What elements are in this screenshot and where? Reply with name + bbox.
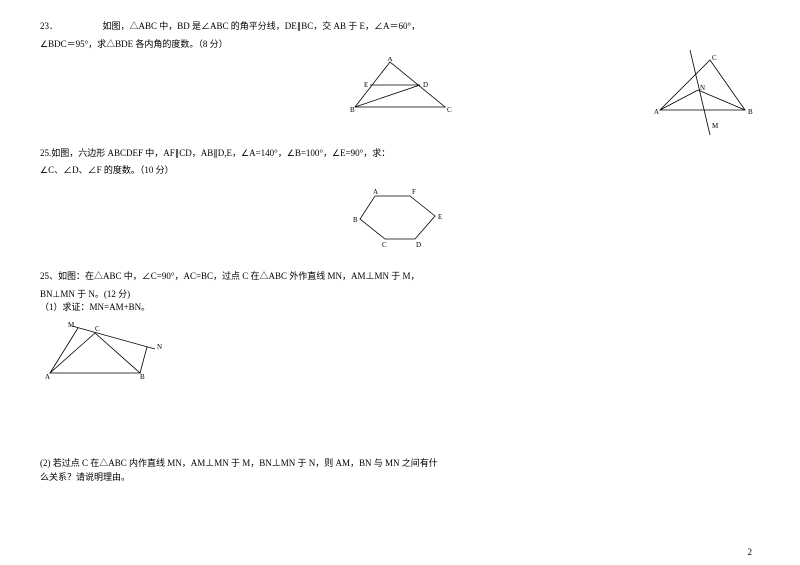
- hexagon-icon: A B C D E F: [340, 184, 460, 254]
- label-hb: B: [353, 216, 358, 224]
- problem-25a-text: 25.如图，六边形 ABCDEF 中，AF∥CD，AB∥D,E，∠A=140°，…: [40, 147, 760, 161]
- label-pa: A: [45, 373, 50, 381]
- page-number: 2: [748, 547, 753, 557]
- problem-23-line1: 如图，△ABC 中，BD 是∠ABC 的角平分线，DE∥BC，交 AB 于 E，…: [103, 21, 421, 31]
- label-e: E: [364, 81, 368, 89]
- spacing-gap: [40, 397, 760, 457]
- label-ha: A: [373, 188, 378, 196]
- triangle-mn-icon: A B C M N: [650, 50, 760, 140]
- problem-25a-figure: A B C D E F: [40, 184, 760, 259]
- problem-23-right-figure: A B C M N: [650, 50, 760, 145]
- problem-25a-line1: 如图，六边形 ABCDEF 中，AF∥CD，AB∥D,E，∠A=140°，∠B=…: [51, 148, 390, 158]
- problem-23-number: 23．: [40, 21, 58, 31]
- problem-25a: 25.如图，六边形 ABCDEF 中，AF∥CD，AB∥D,E，∠A=140°，…: [40, 147, 760, 259]
- problem-23-text: 23． 如图，△ABC 中，BD 是∠ABC 的角平分线，DE∥BC，交 AB …: [40, 20, 760, 34]
- label-c: C: [447, 106, 452, 114]
- label-hd: D: [416, 241, 421, 249]
- triangle-abc-icon: A B C D E: [340, 57, 460, 117]
- problem-25b: 25、如图：在△ABC 中，∠C=90°，AC=BC，过点 C 在△ABC 外作…: [40, 270, 760, 385]
- label-hc: C: [382, 241, 387, 249]
- label-m2: M: [712, 122, 719, 130]
- problem-25b-line3: （1）求证：MN=AM+BN。: [40, 301, 760, 315]
- problem-25b-line2: BN⊥MN 于 N。(12 分): [40, 288, 760, 302]
- problem-25b-part2: (2) 若过点 C 在△ABC 内作直线 MN，AM⊥MN 于 M，BN⊥MN …: [40, 457, 760, 484]
- problem-25b-text: 25、如图：在△ABC 中，∠C=90°，AC=BC，过点 C 在△ABC 外作…: [40, 270, 760, 284]
- label-b: B: [350, 106, 355, 114]
- label-pc: C: [95, 325, 100, 333]
- problem-25b2-line2: 么关系？请说明理由。: [40, 471, 760, 485]
- problem-25b-line1: 如图：在△ABC 中，∠C=90°，AC=BC，过点 C 在△ABC 外作直线 …: [58, 271, 420, 281]
- label-b2: B: [748, 108, 753, 116]
- problem-23-line2: ∠BDC＝95°，求△BDE 各内角的度数。（8 分）: [40, 38, 760, 52]
- document-page: 23． 如图，△ABC 中，BD 是∠ABC 的角平分线，DE∥BC，交 AB …: [0, 0, 800, 506]
- label-he: E: [438, 213, 442, 221]
- label-pm: M: [68, 321, 75, 329]
- label-d: D: [423, 81, 428, 89]
- problem-25a-line2: ∠C、∠D、∠F 的度数。（10 分）: [40, 164, 760, 178]
- triangle-proof-icon: A B C M N: [40, 321, 170, 381]
- label-n2: N: [700, 84, 705, 92]
- label-c2: C: [712, 54, 717, 62]
- problem-25b-number: 25、: [40, 271, 58, 281]
- label-a: A: [387, 57, 392, 63]
- label-a2: A: [654, 108, 659, 116]
- problem-25b2-line1: (2) 若过点 C 在△ABC 内作直线 MN，AM⊥MN 于 M，BN⊥MN …: [40, 457, 760, 471]
- problem-25a-number: 25.: [40, 148, 51, 158]
- problem-25b-figure: A B C M N: [40, 321, 760, 386]
- label-pb: B: [140, 373, 145, 381]
- label-pn: N: [157, 343, 162, 351]
- label-hf: F: [412, 188, 416, 196]
